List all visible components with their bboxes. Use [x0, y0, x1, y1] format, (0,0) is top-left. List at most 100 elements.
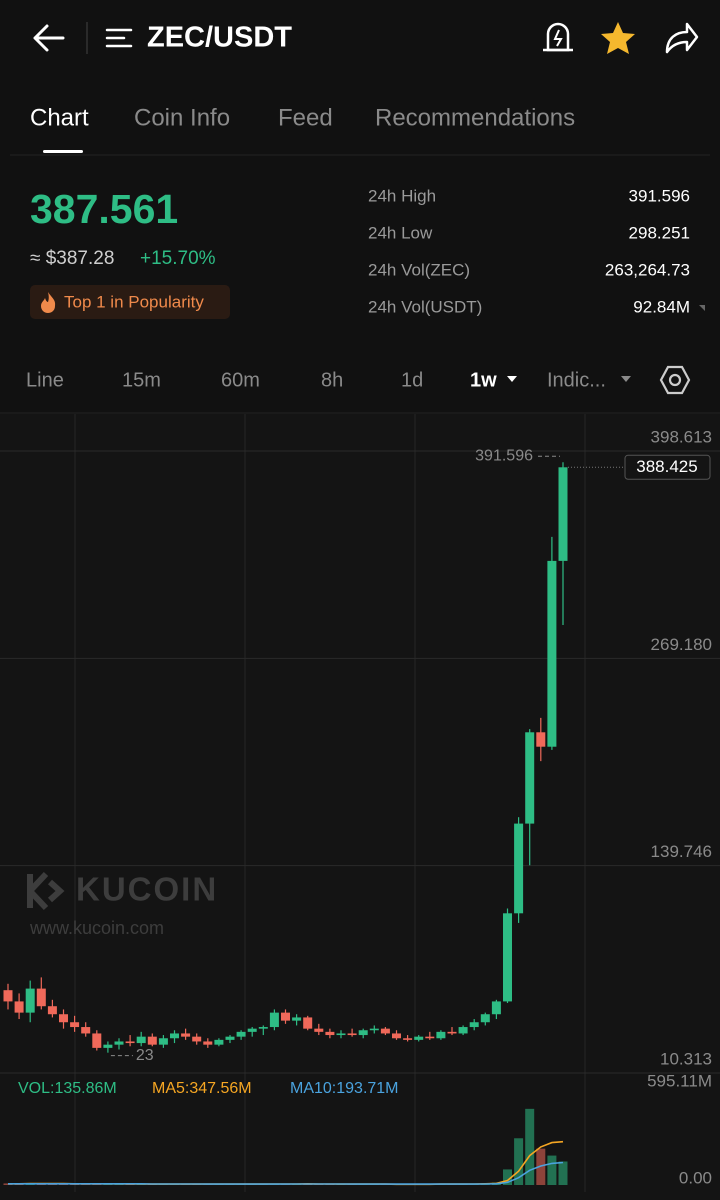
candle-body: [3, 990, 13, 1002]
volume-bar: [547, 1155, 557, 1185]
volume-bar: [525, 1108, 535, 1185]
volume-legend: MA5:347.56M: [152, 1080, 252, 1097]
back-button[interactable]: [33, 24, 65, 52]
candle-body: [503, 913, 512, 1002]
y-tick-label: 398.613: [651, 427, 712, 446]
y-tick-label: 10.313: [660, 1049, 712, 1068]
candle-body: [325, 1031, 335, 1036]
candle-body: [203, 1041, 213, 1045]
candle-body: [458, 1027, 468, 1034]
interval-option[interactable]: 60m: [221, 369, 260, 391]
last-price-label: 388.425: [636, 457, 697, 476]
candle-body: [36, 988, 46, 1007]
watermark-url: www.kucoin.com: [29, 918, 164, 938]
candle-body: [14, 1001, 24, 1013]
candle-body: [236, 1031, 246, 1037]
candle-body: [536, 732, 546, 747]
flame-icon: [41, 292, 56, 313]
candle-body: [514, 823, 524, 914]
candle-body: [491, 1001, 501, 1015]
chart-area: [0, 414, 720, 1200]
favorite-star[interactable]: [601, 22, 635, 54]
candle-body: [469, 1022, 479, 1028]
volume-bar: [514, 1138, 524, 1185]
low-label: 23: [136, 1047, 154, 1064]
candle-body: [181, 1033, 191, 1037]
interval-option[interactable]: 1w: [470, 369, 497, 391]
stats-table: 24h High 391.596 24h Low 298.251 24h Vol(ZEC…: [368, 186, 690, 316]
candle-body: [525, 732, 535, 824]
candle-body: [425, 1036, 435, 1039]
last-price: 387.561: [30, 186, 178, 232]
candle-body: [380, 1028, 390, 1034]
high-label: 391.596: [475, 447, 533, 464]
volume-legend: MA10:193.71M: [290, 1080, 399, 1097]
candle-body: [436, 1031, 446, 1039]
watermark: KUCOIN www.kucoin.com: [27, 871, 216, 938]
volume-tick-label: 595.11M: [647, 1071, 712, 1090]
interval-option[interactable]: Line: [26, 369, 64, 391]
candle-body: [81, 1027, 91, 1034]
stat-value: 92.84M: [633, 297, 690, 316]
y-tick-label: 139.746: [651, 842, 712, 861]
tab[interactable]: Coin Info: [134, 104, 230, 131]
time-grid: [74, 414, 586, 1192]
candle-body: [358, 1030, 368, 1036]
candle-body: [103, 1044, 113, 1048]
candle-body: [247, 1028, 257, 1032]
candle-body: [403, 1038, 413, 1040]
candle-body: [314, 1028, 324, 1032]
stat-label: 24h Vol(ZEC): [368, 260, 470, 279]
candle-body: [136, 1036, 146, 1044]
active-tab-indicator: [43, 150, 83, 153]
candle-body: [158, 1038, 168, 1045]
interval-bar: Line 15m 60m 8h 1d 1w Indic...: [26, 369, 631, 391]
candle-body: [292, 1017, 302, 1021]
candle-body: [70, 1022, 80, 1028]
candle-body: [369, 1028, 379, 1031]
candle-body: [547, 560, 557, 747]
candle-body: [447, 1031, 457, 1034]
last-price-box: [624, 454, 711, 480]
volume-legend: VOL:135.86M: [18, 1080, 117, 1097]
tab-bar: Chart Coin Info Feed Recommendations: [30, 104, 575, 131]
volume-tick-label: 0.00: [679, 1168, 712, 1187]
candle-body: [414, 1036, 424, 1040]
interval-option[interactable]: 1d: [401, 369, 423, 391]
interval-option[interactable]: 15m: [122, 369, 161, 391]
stat-label: 24h Low: [368, 223, 433, 242]
candle-body: [281, 1012, 290, 1021]
candle-body: [47, 1006, 57, 1015]
tab[interactable]: Recommendations: [375, 104, 575, 131]
dropdown-caret: [621, 376, 631, 382]
candle-body: [192, 1036, 202, 1042]
candle-body: [59, 1014, 68, 1023]
candle-body: [170, 1033, 179, 1039]
stat-value: 391.596: [629, 186, 690, 205]
candle-body: [125, 1041, 135, 1044]
candle-body: [392, 1033, 401, 1039]
chart-settings-icon[interactable]: [659, 365, 691, 395]
stat-value: 263,264.73: [605, 260, 690, 279]
candle-body: [92, 1033, 102, 1048]
pair-title[interactable]: ZEC/USDT: [147, 22, 292, 54]
candle-body: [214, 1039, 224, 1045]
candle-body: [225, 1036, 235, 1040]
candle-body: [558, 467, 568, 561]
share-icon[interactable]: [665, 22, 699, 54]
interval-option[interactable]: Indic...: [547, 369, 606, 391]
alert-icon[interactable]: [543, 22, 573, 52]
interval-option[interactable]: 8h: [321, 369, 343, 391]
volume-plot: 0.00 595.11M VOL:135.86M MA5:347.56M MA10:19…: [3, 1071, 712, 1187]
candle-body: [303, 1017, 313, 1029]
stat-label: 24h Vol(USDT): [368, 297, 482, 316]
menu-icon[interactable]: [105, 28, 133, 48]
tab[interactable]: Chart: [30, 104, 89, 131]
candle-body: [25, 988, 35, 1013]
y-tick-label: 269.180: [651, 635, 712, 654]
price-plot: 10.313 139.746 269.180 398.613 391.596 23 388.…: [0, 427, 720, 1074]
popularity-badge[interactable]: [30, 285, 230, 319]
stat-value: 298.251: [629, 223, 690, 242]
tab[interactable]: Feed: [278, 104, 333, 131]
